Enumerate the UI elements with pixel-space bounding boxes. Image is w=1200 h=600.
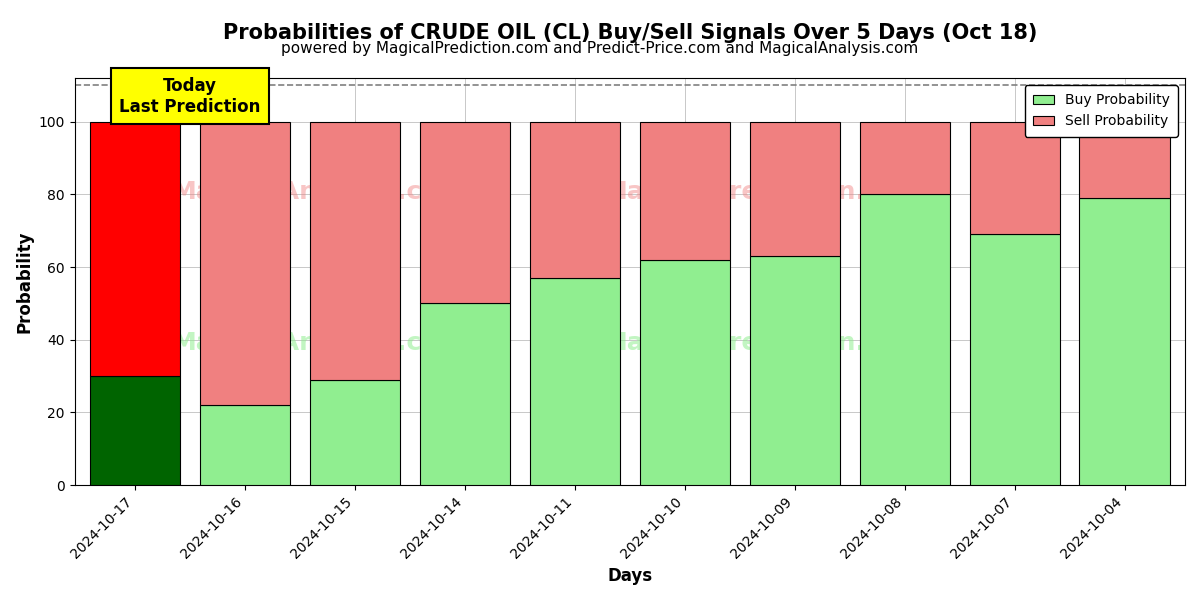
Bar [1080, 122, 1170, 198]
Bar [970, 235, 1060, 485]
Bar [310, 380, 400, 485]
Bar [420, 122, 510, 304]
X-axis label: Days: Days [607, 567, 653, 585]
Text: MagicalAnalysis.com: MagicalAnalysis.com [172, 180, 466, 204]
Bar [200, 405, 290, 485]
Title: Probabilities of CRUDE OIL (CL) Buy/Sell Signals Over 5 Days (Oct 18): Probabilities of CRUDE OIL (CL) Buy/Sell… [223, 23, 1037, 43]
Text: MagicalAnalysis.com: MagicalAnalysis.com [172, 331, 466, 355]
Bar [859, 194, 949, 485]
Bar [640, 122, 730, 260]
Text: Today
Last Prediction: Today Last Prediction [119, 77, 260, 116]
Bar [750, 256, 840, 485]
Bar [529, 278, 620, 485]
Y-axis label: Probability: Probability [16, 230, 34, 333]
Bar [200, 122, 290, 405]
Bar [310, 122, 400, 380]
Bar [90, 122, 180, 376]
Bar [1080, 198, 1170, 485]
Bar [420, 304, 510, 485]
Bar [90, 376, 180, 485]
Bar [750, 122, 840, 256]
Bar [640, 260, 730, 485]
Text: MagicalPrediction.com: MagicalPrediction.com [602, 180, 924, 204]
Text: MagicalPrediction.com: MagicalPrediction.com [602, 331, 924, 355]
Legend: Buy Probability, Sell Probability: Buy Probability, Sell Probability [1025, 85, 1178, 137]
Bar [970, 122, 1060, 235]
Bar [859, 122, 949, 194]
Bar [529, 122, 620, 278]
Text: powered by MagicalPrediction.com and Predict-Price.com and MagicalAnalysis.com: powered by MagicalPrediction.com and Pre… [281, 41, 919, 56]
